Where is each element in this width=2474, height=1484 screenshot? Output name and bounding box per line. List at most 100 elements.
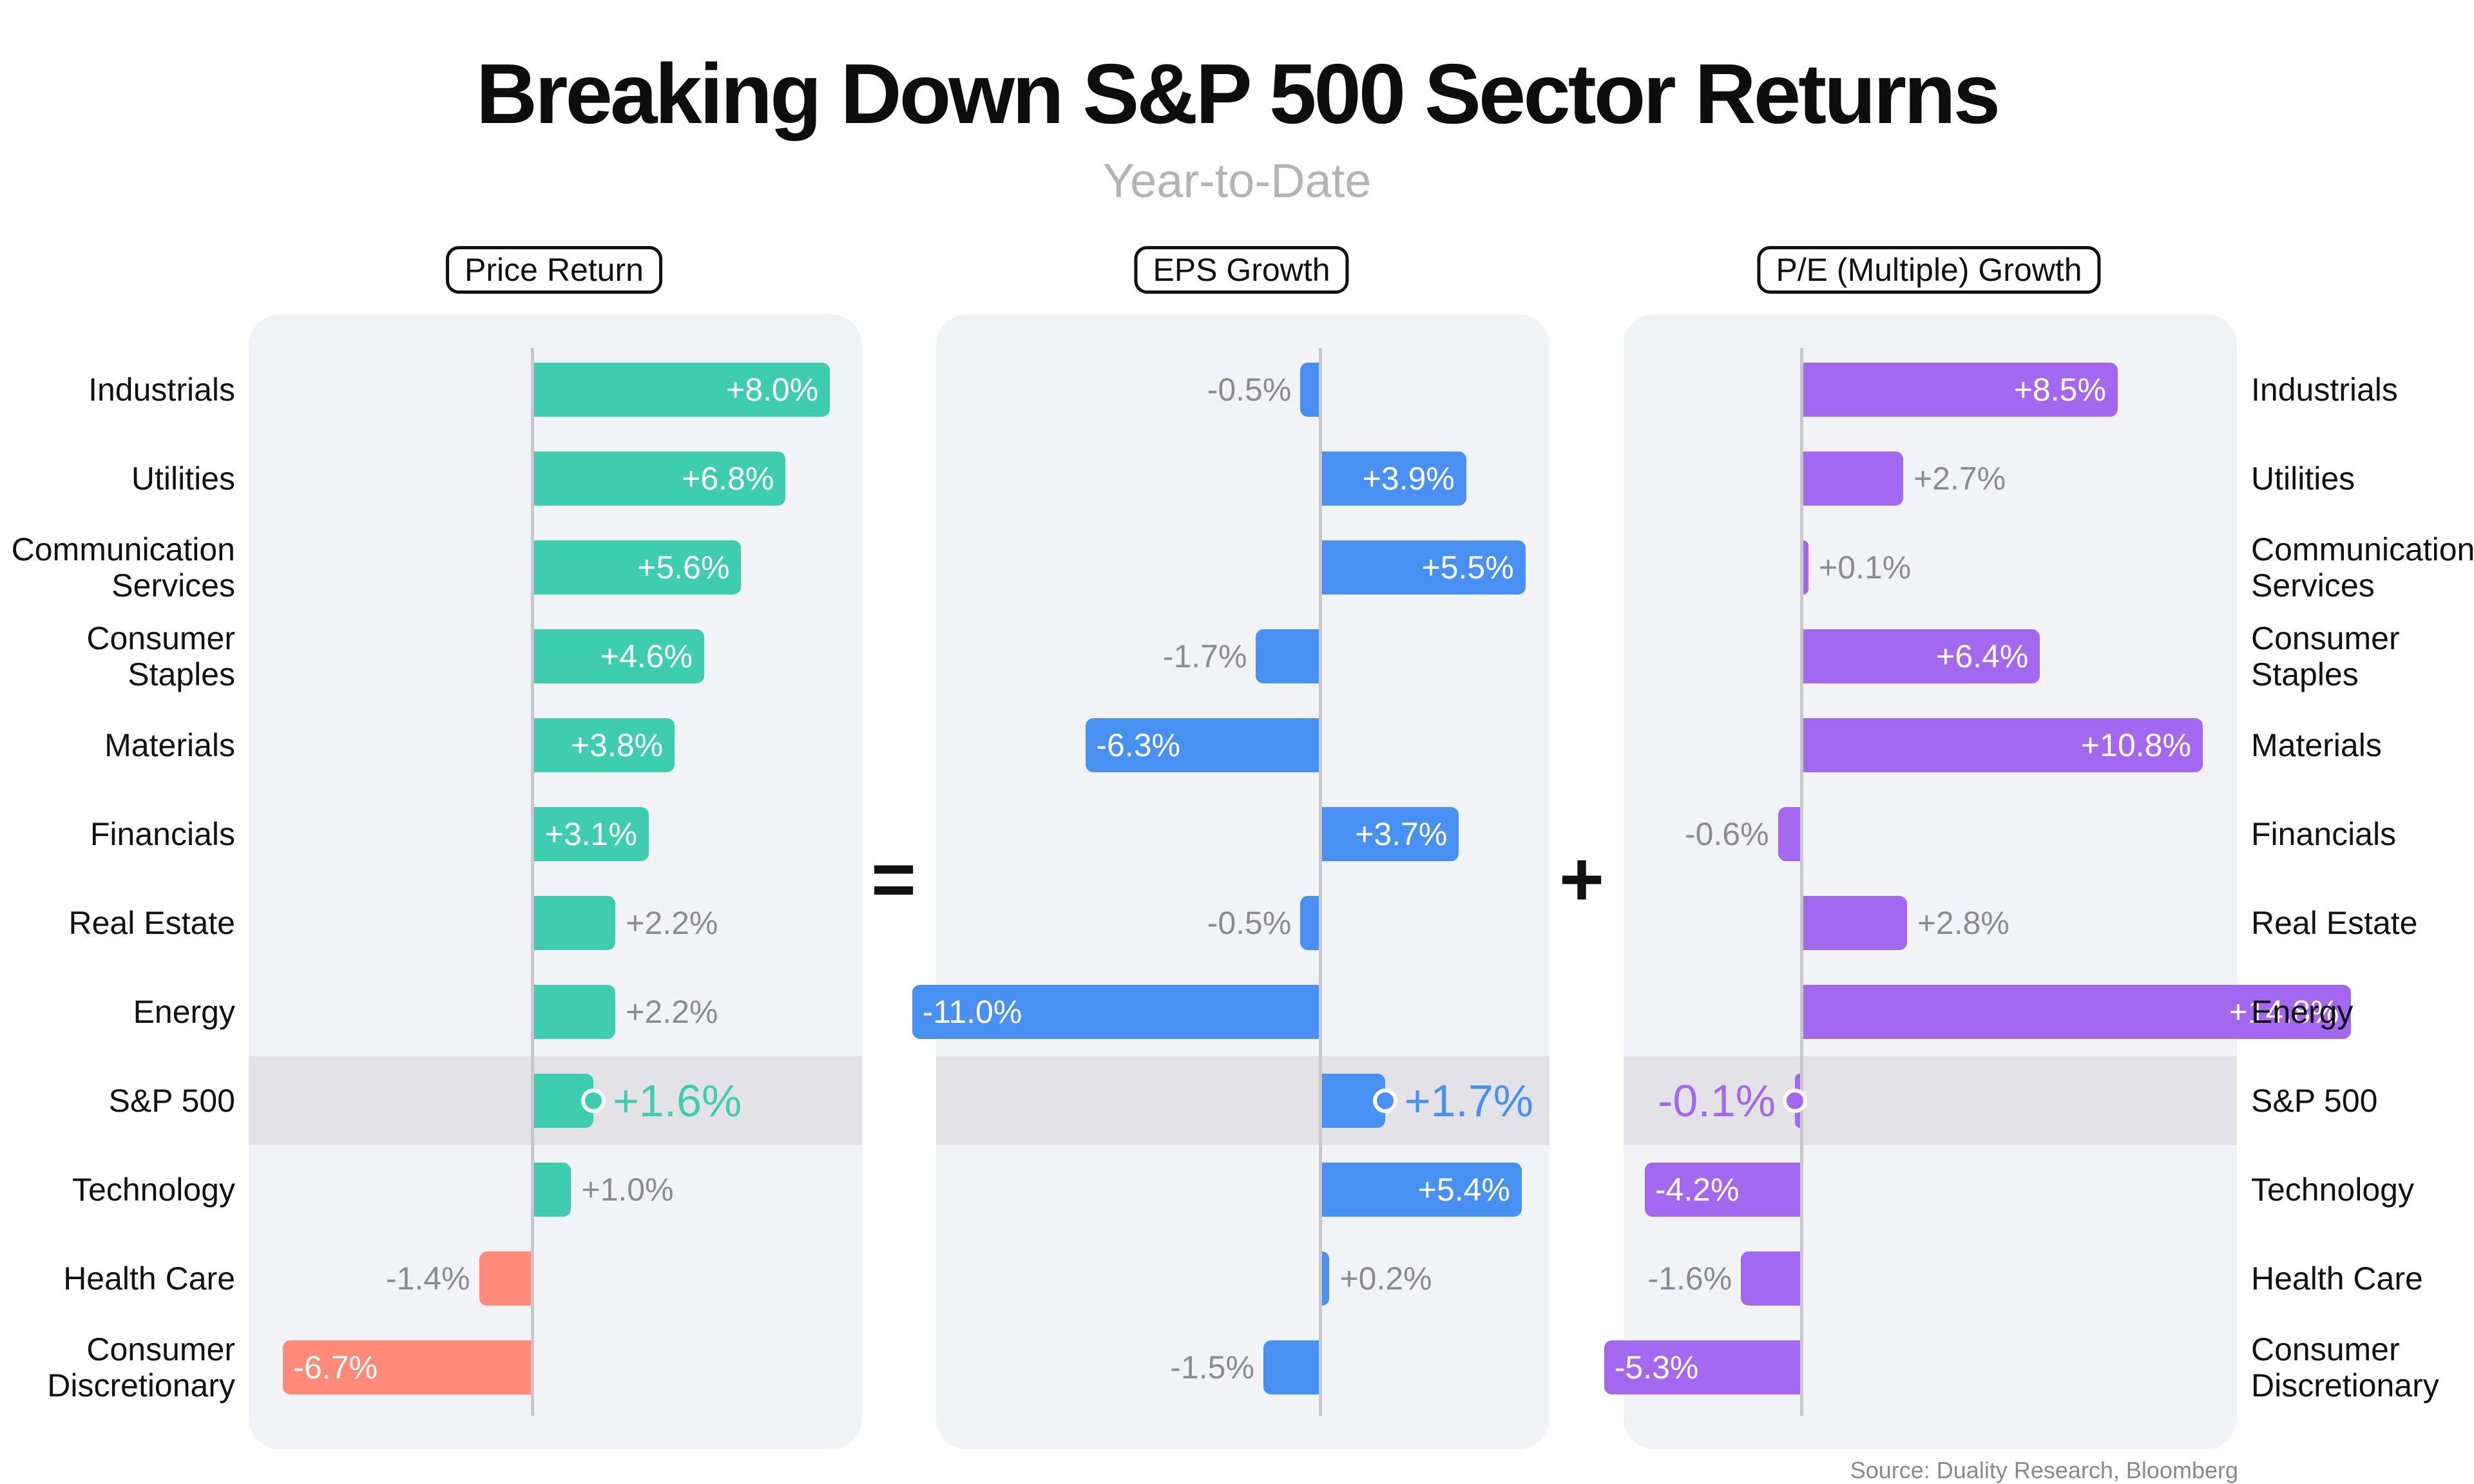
bar-financials xyxy=(1322,807,1459,861)
bar-consumer-staples xyxy=(1803,629,2040,683)
category-label-health-care: Health Care xyxy=(2251,1260,2423,1297)
chart-subtitle: Year-to-Date xyxy=(1102,154,1372,207)
value-label: +5.6% xyxy=(637,549,730,585)
value-label: +5.4% xyxy=(1417,1172,1510,1208)
bar-utilities xyxy=(534,452,786,506)
bar-materials xyxy=(1803,718,2203,772)
category-label-sp-500: S&P 500 xyxy=(2251,1083,2378,1119)
category-label-financials: Financials xyxy=(90,816,235,852)
category-label-financials: Financials xyxy=(2251,816,2397,852)
bar-consumer-staples xyxy=(534,629,705,683)
zero-axis-line xyxy=(1800,348,1803,1416)
value-label: +2.2% xyxy=(626,994,718,1030)
bar-consumer-discretionary xyxy=(1604,1340,1800,1394)
bar-consumer-discretionary xyxy=(283,1340,531,1394)
value-label: -1.6% xyxy=(1647,1260,1732,1297)
value-label: -6.7% xyxy=(293,1349,378,1385)
bar-consumer-staples xyxy=(1256,629,1319,683)
highlight-row-band xyxy=(936,1056,1549,1145)
value-label: +4.6% xyxy=(600,638,693,674)
bar-real-estate xyxy=(1300,896,1319,950)
bar-technology xyxy=(534,1163,571,1217)
value-label: -5.3% xyxy=(1614,1349,1699,1385)
category-label-consumer-discretionary: Consumer Discretionary xyxy=(47,1331,235,1403)
category-label-health-care: Health Care xyxy=(63,1260,235,1297)
zero-axis-line xyxy=(531,348,534,1416)
value-label: -6.3% xyxy=(1096,727,1180,763)
bar-health-care xyxy=(1322,1251,1330,1306)
value-label: +3.8% xyxy=(570,727,664,763)
value-label: +3.7% xyxy=(1355,816,1448,852)
value-label: -0.5% xyxy=(1207,905,1292,941)
category-label-energy: Energy xyxy=(2251,994,2354,1030)
category-label-communication-services: Communication Services xyxy=(2251,531,2474,604)
value-label: -1.7% xyxy=(1162,638,1247,674)
bar-materials xyxy=(534,718,675,772)
bar-financials xyxy=(534,807,649,861)
category-label-utilities: Utilities xyxy=(131,461,235,497)
bar-real-estate xyxy=(1803,896,1907,950)
value-label: +0.2% xyxy=(1339,1260,1432,1297)
value-label: +2.8% xyxy=(1917,905,2009,941)
bar-technology xyxy=(1322,1163,1522,1217)
pe-growth-panel xyxy=(1624,314,2237,1449)
bar-communication-services xyxy=(534,540,742,595)
bar-industrials xyxy=(1803,363,2118,417)
index-marker-dot xyxy=(1783,1089,1807,1113)
category-label-technology: Technology xyxy=(72,1172,235,1208)
bar-communication-services xyxy=(1803,540,1808,595)
value-label: +5.5% xyxy=(1421,549,1514,585)
category-label-technology: Technology xyxy=(2251,1172,2414,1208)
bar-real-estate xyxy=(534,896,616,950)
index-marker-dot xyxy=(1372,1089,1397,1113)
category-label-real-estate: Real Estate xyxy=(2251,905,2418,941)
category-label-industrials: Industrials xyxy=(2251,372,2398,408)
source-note: Source: Duality Research, Bloomberg xyxy=(1850,1457,2238,1483)
value-label: +14.8% xyxy=(2229,994,2339,1030)
value-label: +3.1% xyxy=(544,816,637,852)
value-label: +6.4% xyxy=(1936,638,2029,674)
bar-energy xyxy=(912,985,1319,1039)
bar-communication-services xyxy=(1322,540,1526,595)
category-label-consumer-staples: Consumer Staples xyxy=(86,620,235,692)
bar-financials xyxy=(1778,807,1800,861)
price-return-chip: Price Return xyxy=(446,246,662,294)
bar-industrials xyxy=(1300,363,1319,417)
value-label: -4.2% xyxy=(1654,1172,1740,1208)
bar-energy xyxy=(534,985,616,1039)
bar-health-care xyxy=(479,1251,531,1306)
value-label: -0.6% xyxy=(1684,816,1769,852)
index-marker-dot xyxy=(580,1089,606,1113)
highlight-row-band xyxy=(1624,1056,2237,1145)
zero-axis-line xyxy=(1319,348,1322,1416)
bar-industrials xyxy=(534,363,830,417)
bar-energy xyxy=(1803,985,2351,1039)
category-label-industrials: Industrials xyxy=(88,372,235,408)
category-label-real-estate: Real Estate xyxy=(68,905,235,941)
category-label-consumer-staples: Consumer Staples xyxy=(2251,620,2400,692)
value-label: +2.2% xyxy=(626,905,718,941)
value-label: +10.8% xyxy=(2080,727,2191,763)
value-label: -1.4% xyxy=(386,1260,470,1297)
category-label-utilities: Utilities xyxy=(2251,461,2355,497)
eps-growth-chip: EPS Growth xyxy=(1134,246,1349,294)
bar-utilities xyxy=(1803,452,1903,506)
value-label: +8.5% xyxy=(2013,372,2106,408)
value-label: +0.1% xyxy=(1819,549,1912,585)
pe-growth-chip: P/E (Multiple) Growth xyxy=(1757,246,2101,294)
category-label-materials: Materials xyxy=(2251,727,2382,763)
index-value-label: -0.1% xyxy=(1658,1076,1776,1126)
value-label: -1.5% xyxy=(1170,1349,1254,1385)
bar-health-care xyxy=(1741,1251,1800,1306)
value-label: +6.8% xyxy=(682,461,774,497)
value-label: -11.0% xyxy=(922,994,1022,1030)
bar-utilities xyxy=(1322,452,1466,506)
value-label: -0.5% xyxy=(1207,372,1292,408)
value-label: +8.0% xyxy=(726,372,819,408)
equals-operator: = xyxy=(871,836,917,922)
category-label-communication-services: Communication Services xyxy=(11,531,235,604)
index-value-label: +1.6% xyxy=(612,1076,742,1126)
plus-operator: + xyxy=(1559,836,1605,922)
category-label-sp-500: S&P 500 xyxy=(108,1083,235,1119)
value-label: +1.0% xyxy=(581,1172,674,1208)
